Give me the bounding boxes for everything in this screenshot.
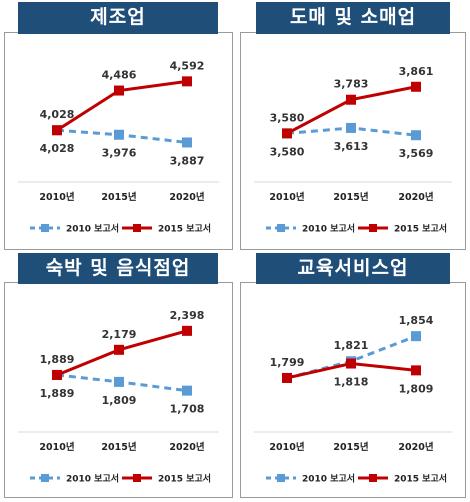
x-tick-label: 2020년 <box>169 441 204 453</box>
legend-swatch-marker <box>369 474 377 482</box>
legend-label: 2010 보고서 <box>302 473 355 485</box>
legend-label: 2015 보고서 <box>158 223 211 235</box>
data-label: 4,028 <box>40 108 75 121</box>
data-label: 1,809 <box>399 382 434 395</box>
legend-label: 2015 보고서 <box>394 223 447 235</box>
x-tick-label: 2010년 <box>269 441 304 453</box>
data-label: 1,821 <box>334 339 369 352</box>
point-marker <box>182 76 192 87</box>
legend-swatch-marker <box>133 474 141 482</box>
data-label: 3,783 <box>334 78 369 91</box>
point-marker <box>411 81 421 92</box>
data-label: 1,809 <box>102 394 137 407</box>
legend-swatch-marker <box>41 474 49 482</box>
data-label: 3,887 <box>170 154 205 167</box>
x-tick-label: 2020년 <box>398 191 433 203</box>
data-label: 1,854 <box>399 314 434 327</box>
chart-title-3: 교육서비스업 <box>256 253 450 284</box>
data-label: 3,569 <box>399 147 434 160</box>
x-tick-label: 2010년 <box>39 441 74 453</box>
point-marker <box>346 358 356 369</box>
chart-panel-0 <box>4 32 233 250</box>
legend-swatch-marker <box>277 474 285 482</box>
data-label: 4,486 <box>102 69 137 82</box>
legend-swatch-marker <box>133 224 141 232</box>
x-tick-label: 2010년 <box>269 191 304 203</box>
data-label: 3,580 <box>270 145 305 158</box>
data-label: 2,179 <box>102 328 137 341</box>
data-label: 3,976 <box>102 147 137 160</box>
point-marker <box>282 372 292 383</box>
x-tick-label: 2015년 <box>333 191 368 203</box>
x-tick-label: 2020년 <box>169 191 204 203</box>
legend-swatch-marker <box>41 224 49 232</box>
data-label: 3,613 <box>334 140 369 153</box>
chart-2: 1,889 1,809 1,708 1,889 2,179 2,398 2010년 2015년… <box>18 309 219 485</box>
point-marker <box>182 325 192 336</box>
point-marker <box>182 137 192 148</box>
x-tick-label: 2015년 <box>333 441 368 453</box>
chart-panel-2 <box>4 282 233 498</box>
point-marker <box>114 129 124 140</box>
data-label: 1,818 <box>334 376 369 389</box>
legend-swatch-marker <box>369 224 377 232</box>
x-tick-label: 2020년 <box>398 441 433 453</box>
point-marker <box>52 125 62 136</box>
data-label: 4,592 <box>170 59 205 72</box>
point-marker <box>282 128 292 139</box>
chart-title-2: 숙박 및 음식점업 <box>18 253 218 284</box>
legend-label: 2015 보고서 <box>394 473 447 485</box>
point-marker <box>346 122 356 133</box>
chart-panel-3 <box>240 282 466 498</box>
legend-label: 2015 보고서 <box>158 473 211 485</box>
data-label: 3,861 <box>399 65 434 78</box>
chart-panel-1 <box>240 32 466 250</box>
x-tick-label: 2015년 <box>101 191 136 203</box>
chart-1: 3,580 3,613 3,569 3,580 3,783 3,861 2010년 2015년… <box>254 65 452 235</box>
point-marker <box>411 365 421 376</box>
data-label: 2,398 <box>170 309 205 322</box>
point-marker <box>114 344 124 355</box>
chart-0: 4,028 3,976 3,887 4,028 4,486 4,592 2010년 2015년… <box>18 59 219 235</box>
legend-label: 2010 보고서 <box>302 223 355 235</box>
data-label: 1,799 <box>270 356 305 369</box>
chart-3: 1,799 1,821 1,854 1,818 1,809 2010년 2015년 2020년… <box>254 314 452 485</box>
point-marker <box>411 331 421 342</box>
x-tick-label: 2010년 <box>39 191 74 203</box>
legend-swatch-marker <box>277 224 285 232</box>
point-marker <box>182 385 192 396</box>
legend-label: 2010 보고서 <box>66 223 119 235</box>
legend-label: 2010 보고서 <box>66 473 119 485</box>
data-label: 1,889 <box>40 387 75 400</box>
point-marker <box>114 85 124 96</box>
point-marker <box>52 369 62 380</box>
data-label: 1,708 <box>170 403 205 416</box>
data-label: 3,580 <box>270 111 305 124</box>
chart-title-1: 도매 및 소매업 <box>256 2 450 34</box>
data-label: 4,028 <box>40 142 75 155</box>
data-label: 1,889 <box>40 353 75 366</box>
point-marker <box>346 94 356 105</box>
point-marker <box>114 376 124 387</box>
x-tick-label: 2015년 <box>101 441 136 453</box>
chart-title-0: 제조업 <box>18 2 218 34</box>
point-marker <box>411 130 421 141</box>
